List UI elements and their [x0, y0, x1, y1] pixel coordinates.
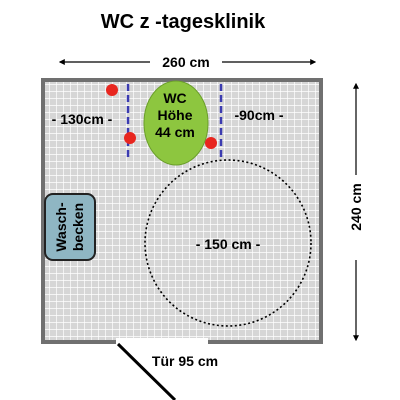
wc-toilet — [143, 80, 209, 166]
left-clearance-label: - 130cm - — [52, 111, 113, 127]
wc-label: WC — [163, 90, 186, 106]
sink-label-line2: becken — [70, 203, 86, 251]
door-opening — [116, 338, 208, 346]
right-clearance-label: -90cm - — [234, 107, 283, 123]
page-title: WC z -tagesklinik — [101, 11, 266, 33]
grab-bar-dot — [124, 132, 136, 144]
turning-circle — [144, 159, 312, 327]
sink-label: Wasch- — [53, 202, 69, 252]
sink — [44, 193, 96, 261]
wc-height-label: Höhe — [158, 107, 193, 123]
grab-bar-dot — [205, 137, 217, 149]
height-label: 240 cm — [348, 183, 364, 230]
door-leaf — [116, 342, 177, 400]
width-label: 260 cm — [162, 54, 209, 70]
turning-circle-label: - 150 cm - — [196, 236, 261, 252]
grab-bar-dot — [106, 84, 118, 96]
wc-height-value: 44 cm — [155, 124, 195, 140]
door-label: Tür 95 cm — [152, 353, 218, 369]
